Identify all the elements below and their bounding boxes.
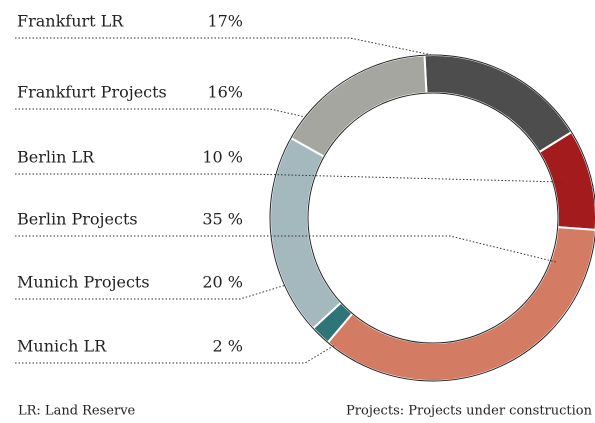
leader-line xyxy=(15,108,306,118)
donut-segment xyxy=(269,136,343,330)
leader-line xyxy=(15,284,287,300)
value-label: 35 % xyxy=(202,210,243,229)
value-label: 10 % xyxy=(202,148,243,167)
category-label: Munich Projects xyxy=(17,273,150,292)
category-label: Frankfurt LR xyxy=(17,12,124,31)
value-label: 16% xyxy=(207,83,243,102)
donut-segment xyxy=(289,54,428,158)
leader-line xyxy=(15,37,433,56)
value-label: 2 % xyxy=(213,337,243,356)
category-label: Berlin Projects xyxy=(17,210,138,229)
ring-outline xyxy=(269,54,595,382)
footnote: LR: Land Reserve xyxy=(18,404,136,419)
leader-line xyxy=(15,173,563,183)
category-label: Munich LR xyxy=(17,337,107,356)
ring-outline xyxy=(307,92,559,344)
value-label: 20 % xyxy=(202,273,243,292)
leader-line xyxy=(15,235,557,263)
category-label: Berlin LR xyxy=(17,148,95,167)
category-label: Frankfurt Projects xyxy=(17,83,167,102)
footnote: Projects: Projects under construction xyxy=(346,404,593,419)
donut-segment xyxy=(326,226,595,382)
donut-segment xyxy=(537,130,595,231)
value-label: 17% xyxy=(207,12,243,31)
